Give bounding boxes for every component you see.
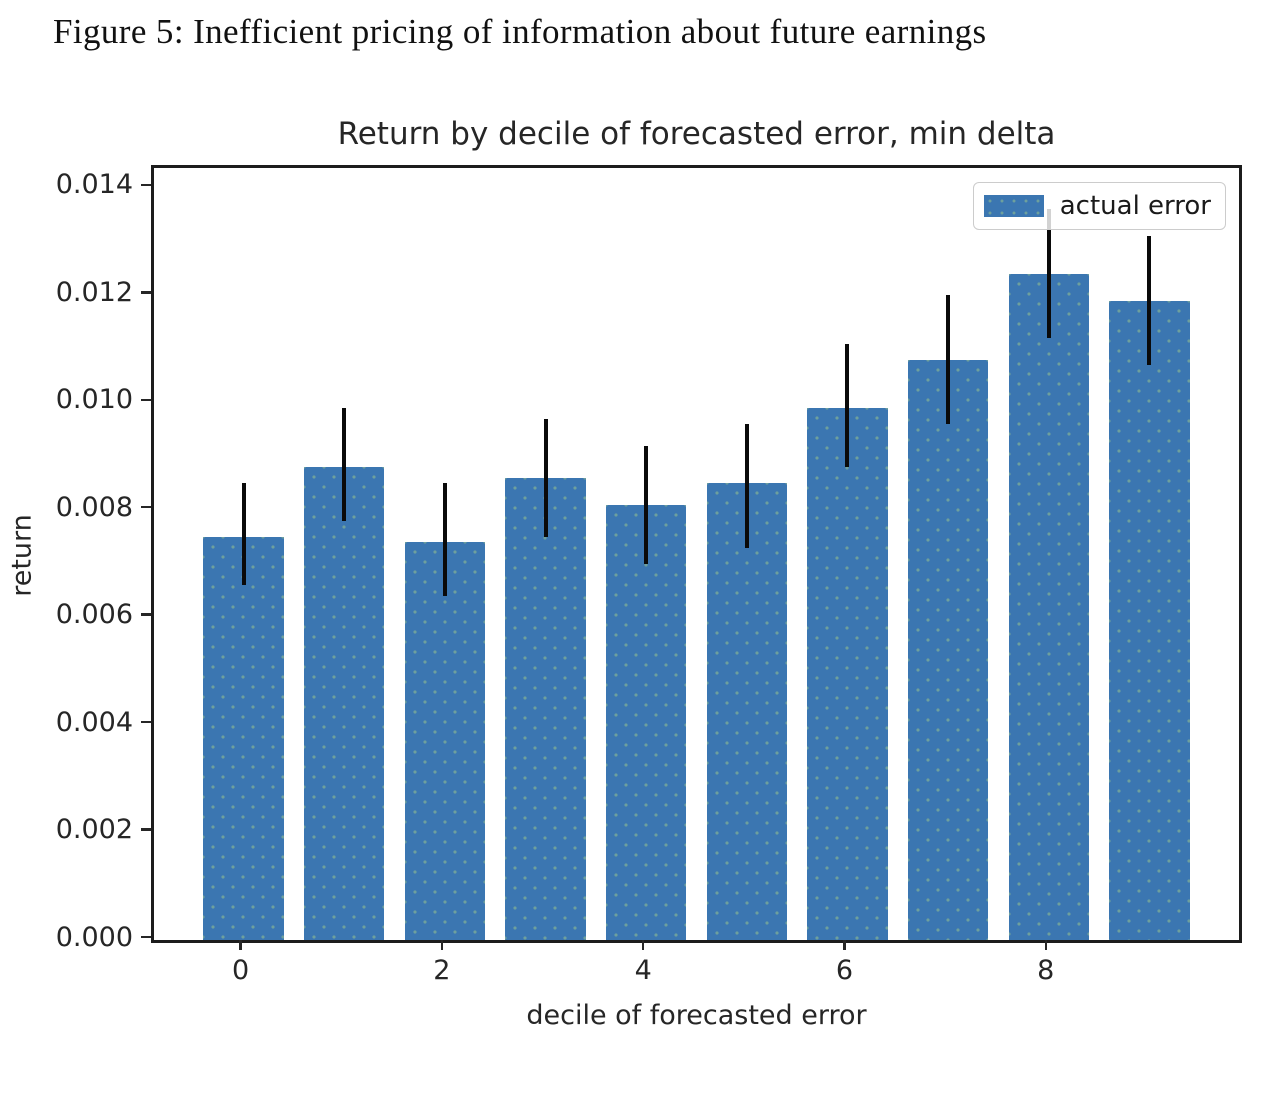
error-bar-decile-4 xyxy=(644,445,649,564)
figure-caption: Figure 5: Inefficient pricing of informa… xyxy=(53,12,987,51)
y-tick-label-0.014: 0.014 xyxy=(55,169,133,201)
y-tick-label-0.004: 0.004 xyxy=(55,706,133,738)
y-tick-label-0.000: 0.000 xyxy=(55,921,133,953)
error-bar-decile-8 xyxy=(1046,209,1051,339)
y-tick-label-0.008: 0.008 xyxy=(55,491,133,523)
bar-decile-5 xyxy=(706,483,788,940)
bar-decile-9 xyxy=(1109,300,1190,940)
bar-decile-0 xyxy=(203,537,284,940)
error-bar-decile-0 xyxy=(241,483,246,586)
legend-label: actual error xyxy=(1059,191,1211,221)
x-tick-mark-0 xyxy=(239,940,242,950)
y-tick-mark-0.012 xyxy=(141,291,151,294)
y-tick-mark-0.000 xyxy=(141,935,151,939)
plot-area: actual error xyxy=(151,165,1242,943)
legend-swatch-actual-error xyxy=(983,195,1044,217)
x-tick-label-0: 0 xyxy=(231,955,250,986)
y-tick-mark-0.014 xyxy=(141,183,151,187)
x-tick-mark-2 xyxy=(440,940,444,950)
y-tick-mark-0.010 xyxy=(141,398,151,402)
x-tick-label-6: 6 xyxy=(835,955,854,986)
error-bar-decile-1 xyxy=(342,408,347,521)
x-tick-mark-4 xyxy=(641,940,645,950)
bar-decile-1 xyxy=(303,467,385,940)
x-axis-label: decile of forecasted error xyxy=(526,1000,867,1031)
x-tick-label-4: 4 xyxy=(634,955,652,986)
x-tick-mark-6 xyxy=(843,940,846,950)
error-bar-decile-3 xyxy=(543,418,548,538)
error-bar-decile-9 xyxy=(1147,236,1152,366)
y-tick-mark-0.006 xyxy=(141,613,151,616)
y-tick-label-0.010: 0.010 xyxy=(55,384,133,416)
error-bar-decile-5 xyxy=(744,424,749,548)
y-tick-mark-0.008 xyxy=(141,505,151,509)
bar-decile-2 xyxy=(404,542,486,940)
bar-decile-8 xyxy=(1008,273,1090,940)
legend: actual error xyxy=(972,182,1226,230)
y-axis-label: return xyxy=(6,514,38,597)
x-tick-label-2: 2 xyxy=(433,955,451,986)
bar-decile-7 xyxy=(907,359,989,940)
bar-decile-3 xyxy=(505,477,586,940)
error-bar-decile-2 xyxy=(442,483,447,597)
x-tick-mark-8 xyxy=(1044,940,1048,950)
x-tick-label-8: 8 xyxy=(1037,955,1055,986)
y-tick-label-0.002: 0.002 xyxy=(55,814,133,846)
y-tick-label-0.006: 0.006 xyxy=(55,599,133,631)
chart-title: Return by decile of forecasted error, mi… xyxy=(337,116,1056,152)
error-bar-decile-7 xyxy=(946,295,951,425)
y-tick-label-0.012: 0.012 xyxy=(55,276,133,308)
bar-decile-6 xyxy=(807,408,888,940)
y-tick-mark-0.002 xyxy=(141,828,151,831)
error-bar-decile-6 xyxy=(845,343,850,468)
y-tick-mark-0.004 xyxy=(141,720,151,724)
bar-decile-4 xyxy=(605,504,687,940)
